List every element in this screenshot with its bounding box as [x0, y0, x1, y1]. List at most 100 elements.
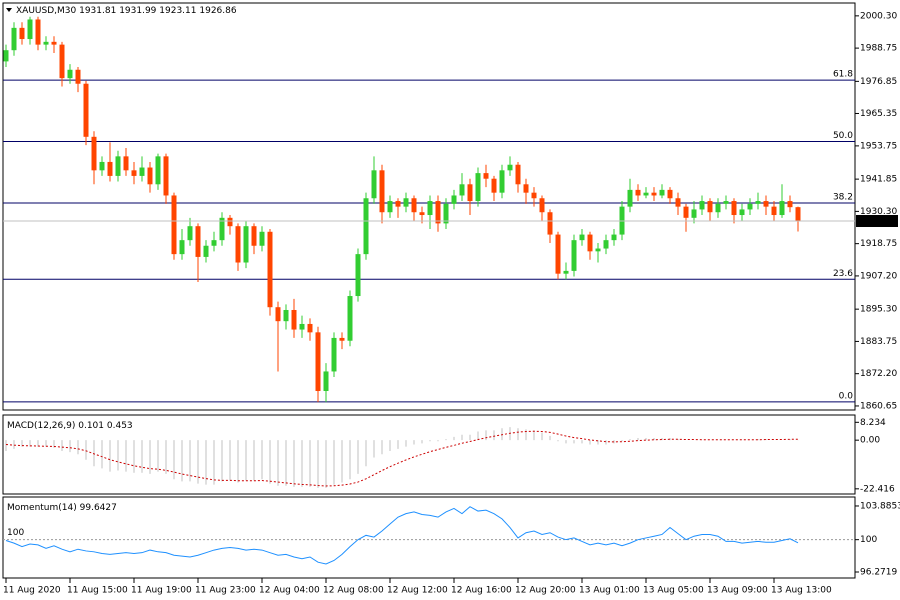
candle-body — [243, 226, 249, 263]
candle-body — [291, 309, 297, 330]
x-tick-label: 12 Aug 04:00 — [259, 586, 320, 596]
y-tick-label: 1918.75 — [860, 239, 897, 249]
x-tick-label: 12 Aug 08:00 — [323, 586, 384, 596]
macd-panel — [2, 414, 856, 495]
x-tick-label: 11 Aug 23:00 — [195, 586, 256, 596]
candle-body — [331, 337, 337, 372]
main-panel — [2, 2, 856, 411]
y-tick-label: 1930.30 — [860, 207, 897, 217]
x-tick-label: 12 Aug 12:00 — [387, 586, 448, 596]
momentum-line — [5, 506, 799, 565]
candle-body — [187, 226, 193, 241]
y-tick-label: 1941.85 — [860, 175, 897, 185]
y-tick-label: -22.416 — [860, 484, 895, 494]
candle-body — [459, 184, 465, 196]
candle-body — [283, 309, 289, 322]
y-tick-label: 1907.20 — [860, 271, 897, 281]
candle-body — [595, 248, 601, 252]
candle-body — [555, 234, 561, 274]
candle-body — [267, 231, 273, 308]
candle-body — [467, 184, 473, 202]
candle-body — [35, 19, 41, 45]
candle-body — [779, 201, 785, 216]
candle-body — [707, 201, 713, 213]
fib-label: 50.0 — [833, 131, 853, 141]
momentum-value: 99.6427 — [80, 503, 117, 513]
macd-value: 0.101 — [78, 421, 104, 431]
candle-body — [11, 27, 17, 51]
candle-body — [659, 189, 665, 196]
candle-body — [363, 198, 369, 255]
y-tick-label: 2000.30 — [860, 11, 897, 21]
candle-body — [307, 323, 313, 333]
x-tick-label: 13 Aug 05:00 — [643, 586, 704, 596]
candle-body — [667, 189, 673, 199]
y-tick-label: 1883.75 — [860, 337, 897, 347]
candle-body — [491, 178, 497, 193]
x-tick-label: 11 Aug 19:00 — [131, 586, 192, 596]
candle-body — [611, 234, 617, 241]
candle-body — [123, 156, 129, 171]
high: 1931.99 — [119, 6, 156, 16]
candle-body — [795, 207, 801, 221]
momentum-title: Momentum(14) — [7, 503, 77, 513]
candle-body — [531, 192, 537, 199]
candle-body — [411, 198, 417, 213]
candle-body — [547, 212, 553, 235]
y-tick-label: 103.8853 — [860, 501, 900, 511]
macd-header: MACD(12,26,9) 0.101 0.453 — [7, 421, 133, 431]
y-tick-label: 1953.75 — [860, 141, 897, 151]
candle-body — [27, 19, 33, 40]
candle-body — [131, 170, 137, 176]
candle-body — [83, 83, 89, 137]
candle-body — [579, 234, 585, 241]
close: 1926.86 — [199, 6, 236, 16]
candle-body — [275, 307, 281, 322]
candle-body — [139, 167, 145, 176]
candle-body — [195, 226, 201, 257]
fib-label: 38.2 — [833, 193, 853, 203]
x-tick-label: 11 Aug 15:00 — [67, 586, 128, 596]
momentum-panel — [2, 496, 856, 579]
candle-body — [355, 254, 361, 297]
candle-body — [451, 195, 457, 204]
candle-body — [387, 201, 393, 213]
x-tick-label: 12 Aug 16:00 — [451, 586, 512, 596]
candle-body — [507, 164, 513, 171]
macd-title: MACD(12,26,9) — [7, 421, 75, 431]
candle-body — [299, 323, 305, 330]
candle-body — [483, 173, 489, 179]
candle-body — [403, 198, 409, 207]
candle-body — [339, 337, 345, 341]
candle-body — [443, 203, 449, 224]
candle-body — [747, 203, 753, 210]
candle-body — [739, 209, 745, 216]
candle-body — [211, 240, 217, 246]
candle-body — [475, 173, 481, 202]
candle-body — [427, 201, 433, 216]
open: 1931.81 — [79, 6, 116, 16]
candle-body — [259, 231, 265, 246]
candle-body — [419, 212, 425, 216]
candle-body — [115, 156, 121, 176]
x-tick-label: 12 Aug 20:00 — [515, 586, 576, 596]
y-tick-label: 8.234 — [860, 418, 886, 428]
fib-label: 0.0 — [839, 391, 854, 401]
candle-body — [67, 69, 73, 79]
candle-body — [539, 198, 545, 213]
candle-body — [19, 27, 25, 40]
y-tick-label: 96.2719 — [860, 567, 897, 577]
candle-body — [787, 201, 793, 208]
y-tick-label: 0.00 — [860, 436, 880, 446]
candle-body — [147, 167, 153, 185]
y-tick-label: 1976.85 — [860, 77, 897, 87]
candle-body — [771, 206, 777, 216]
candle-body — [643, 192, 649, 196]
candle-body — [435, 201, 441, 224]
fib-label: 61.8 — [833, 70, 853, 80]
candle-body — [323, 371, 329, 392]
x-tick-label: 13 Aug 09:00 — [707, 586, 768, 596]
menu-arrow[interactable] — [6, 8, 12, 12]
candle-body — [571, 240, 577, 271]
